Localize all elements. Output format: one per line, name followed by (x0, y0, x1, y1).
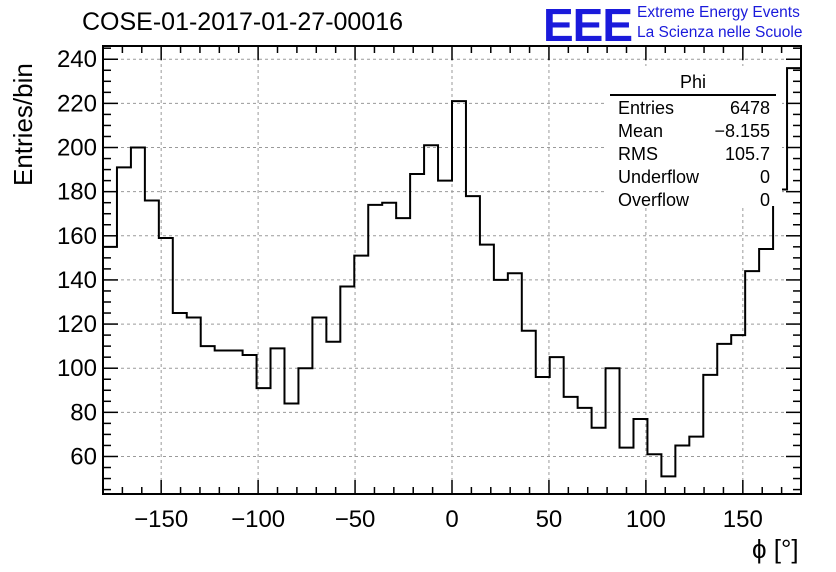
histogram-bin (145, 200, 159, 494)
histogram-bin (452, 101, 466, 494)
stats-row: RMS 105.7 (610, 143, 776, 166)
histogram-bin (689, 437, 703, 494)
stats-row: Overflow 0 (610, 189, 776, 212)
histogram-bin (466, 196, 480, 494)
eee-logo: EEE (543, 0, 633, 51)
histogram-bin (103, 247, 117, 494)
histogram-bin (396, 218, 410, 494)
stats-row: Entries 6478 (610, 97, 776, 120)
histogram-bin (647, 454, 661, 494)
x-tick-label: 0 (445, 506, 458, 533)
histogram-bin (354, 256, 368, 494)
histogram-bin (243, 355, 257, 494)
histogram-bin (494, 280, 508, 494)
histogram-bin (592, 428, 606, 494)
histogram-bin (536, 377, 550, 494)
stats-value: −8.155 (714, 121, 770, 141)
x-tick-label: −100 (231, 506, 285, 533)
stats-label: RMS (618, 144, 658, 164)
x-tick-label: 100 (626, 506, 666, 533)
y-tick-label: 100 (57, 355, 97, 382)
histogram-bin (271, 348, 285, 494)
histogram-bin (773, 189, 787, 494)
stats-label: Entries (618, 98, 675, 118)
histogram-bin (159, 238, 173, 494)
stats-row: Mean −8.155 (610, 120, 776, 143)
histogram-bin (550, 357, 564, 494)
stats-box: Phi Entries 6478 Mean −8.155 RMS 105.7 Unde… (610, 72, 776, 212)
histogram-bin (522, 331, 536, 494)
logo-line-2: La Scienza nelle Scuole (637, 24, 803, 41)
chart-title: COSE-01-2017-01-27-00016 (82, 8, 404, 36)
histogram-bin (606, 368, 620, 494)
x-axis-label: ϕ [°] (752, 534, 799, 564)
stats-row: Underflow 0 (610, 166, 776, 189)
histogram-bin (508, 273, 522, 494)
logo-caption: Extreme Energy Events La Scienza nelle S… (637, 3, 802, 43)
x-tick-label: 50 (536, 506, 563, 533)
histogram-bin (298, 368, 312, 494)
histogram-series-phi (102, 67, 801, 494)
histogram-bin (257, 388, 271, 494)
stats-value: 0 (759, 167, 770, 187)
histogram-bin (787, 68, 801, 494)
stats-value: 6478 (729, 98, 770, 118)
histogram-bin (675, 445, 689, 494)
x-tick-label: −50 (335, 506, 376, 533)
stats-title: Phi (610, 72, 776, 96)
y-tick-label: 220 (57, 90, 97, 117)
histogram-bin (215, 351, 229, 494)
logo-line-1: Extreme Energy Events (637, 4, 800, 21)
histogram-bin (368, 205, 382, 494)
histogram-bin (731, 335, 745, 494)
histogram-bin (117, 167, 131, 494)
histogram-bin (564, 397, 578, 494)
stats-box-background (606, 66, 782, 206)
histogram-bin (703, 375, 717, 494)
histogram-bin (578, 408, 592, 494)
stats-label: Mean (618, 121, 664, 141)
y-tick-label: 60 (70, 443, 97, 470)
histogram-bin (410, 174, 424, 494)
histogram-bin (131, 148, 145, 494)
y-tick-label: 180 (57, 179, 97, 206)
histogram-bin (424, 145, 438, 494)
histogram-bin (201, 346, 215, 494)
histogram-bin (326, 342, 340, 494)
histogram-bin (173, 313, 187, 494)
stats-value: 0 (759, 190, 770, 210)
histogram-bin (382, 203, 396, 494)
histogram-bin (661, 476, 675, 494)
histogram-bin (340, 287, 354, 494)
histogram-bin (438, 181, 452, 494)
y-tick-label: 120 (57, 311, 97, 338)
stats-label: Underflow (618, 167, 700, 187)
histogram-bin (187, 317, 201, 494)
histogram-bin (480, 245, 494, 494)
stats-label: Overflow (618, 190, 690, 210)
histogram-bin (633, 419, 647, 494)
histogram-bin (284, 404, 298, 494)
histogram-bin (745, 271, 759, 494)
histogram-bin (620, 448, 634, 494)
y-tick-label: 140 (57, 267, 97, 294)
stats-value: 105.7 (724, 144, 770, 164)
histogram-bin (717, 344, 731, 494)
y-tick-label: 200 (57, 135, 97, 162)
x-tick-label: 150 (723, 506, 763, 533)
y-axis-label: Entries/bin (8, 63, 38, 186)
y-tick-label: 80 (70, 399, 97, 426)
histogram-bin (759, 249, 773, 494)
y-tick-label: 240 (57, 46, 97, 73)
y-tick-label: 160 (57, 223, 97, 250)
x-tick-label: −150 (134, 506, 188, 533)
histogram-bin (229, 351, 243, 494)
histogram-bin (312, 317, 326, 494)
